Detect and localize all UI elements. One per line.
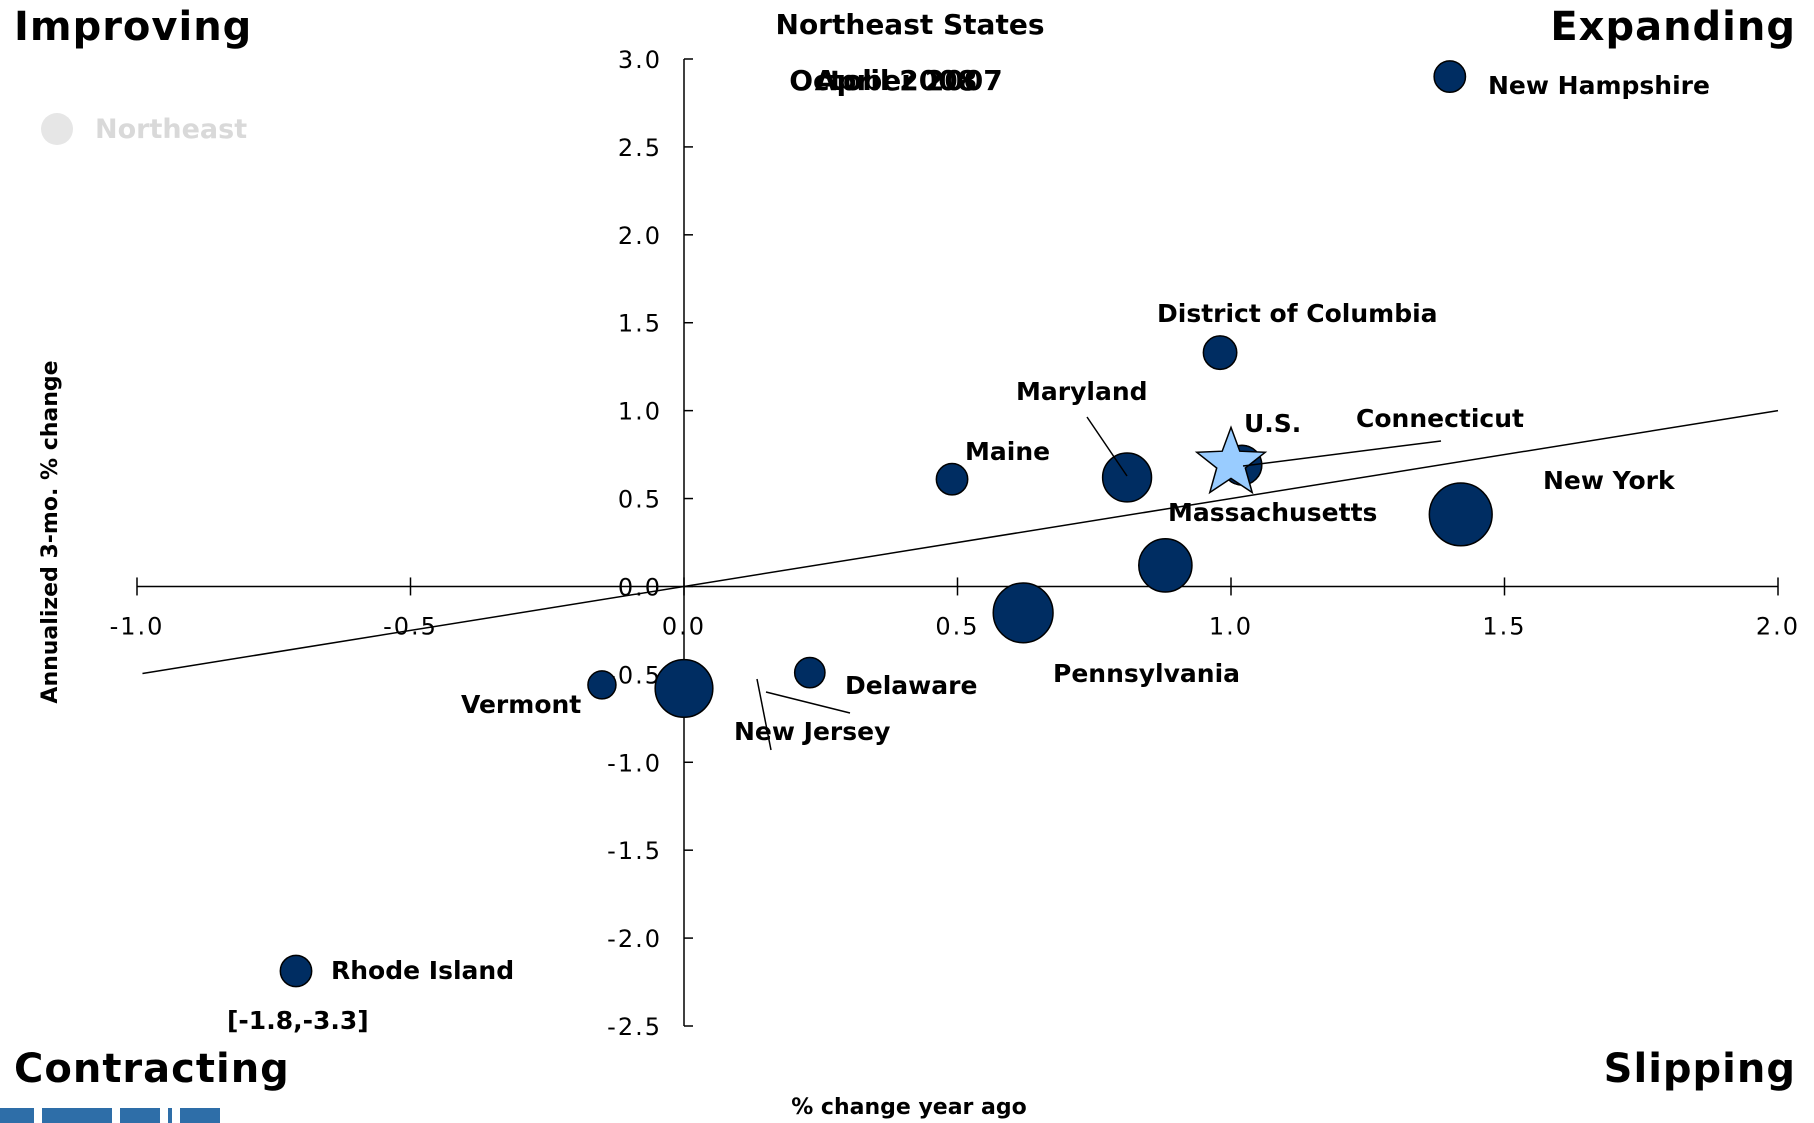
bubble-pennsylvania <box>1138 538 1193 593</box>
y-tick-label: -1.0 <box>607 749 662 777</box>
label-pennsylvania: Pennsylvania <box>1053 659 1240 688</box>
label-maryland: Maryland <box>1016 377 1148 406</box>
chart-title: Northeast States <box>776 8 1045 41</box>
axes: -1.0 -0.5 0.0 0.5 1.0 1.5 2.0 3.0 2.5 2.0 1.5 1.0 0.… <box>110 46 1800 1041</box>
reference-line <box>142 409 1779 675</box>
label-rhode-island: Rhode Island <box>331 956 514 985</box>
bubble-delaware <box>793 656 826 689</box>
chart-subtitle-april: April 2008 <box>815 64 977 97</box>
bubble-new-hampshire <box>1433 60 1467 94</box>
bubble-vermont <box>587 670 617 700</box>
x-tick-label: 0.0 <box>662 612 706 640</box>
bubble-maryland <box>1101 452 1153 503</box>
leader-maryland <box>1086 416 1128 477</box>
y-tick-label: 2.0 <box>618 222 662 250</box>
quadrant-expanding: Expanding <box>1550 4 1796 50</box>
label-new-york: New York <box>1543 466 1676 495</box>
x-tick-label: 1.0 <box>1209 612 1253 640</box>
x-tick-label: 2.0 <box>1756 612 1800 640</box>
label-massachusetts: Massachusetts <box>1168 498 1377 527</box>
logo-mark <box>0 1108 34 1123</box>
x-tick-label: 0.5 <box>935 612 979 640</box>
quadrant-slipping: Slipping <box>1604 1046 1796 1092</box>
x-tick-label: -1.0 <box>110 612 165 640</box>
x-tick-label: -0.5 <box>383 612 438 640</box>
y-tick-label: 2.5 <box>618 134 662 162</box>
y-axis-title: Annualized 3-mo. % change <box>38 360 63 703</box>
label-new-hampshire: New Hampshire <box>1488 71 1710 100</box>
y-tick-label: -1.5 <box>607 837 662 865</box>
bubble-new-york <box>1428 482 1493 547</box>
logo-text <box>180 1108 220 1123</box>
legend-marker <box>41 113 73 145</box>
y-tick-label: -2.0 <box>607 925 662 953</box>
y-tick-label: 0.5 <box>618 486 662 514</box>
label-district-of-columbia: District of Columbia <box>1157 299 1438 328</box>
reference-line-path <box>142 409 1779 675</box>
bubble-rhode-island <box>279 954 313 988</box>
label-off-scale-note: [-1.8,-3.3] <box>227 1006 369 1035</box>
bubble-maine <box>935 462 969 496</box>
label-maine: Maine <box>965 437 1050 466</box>
bubble-district-of-columbia <box>1202 335 1238 371</box>
label-connecticut: Connecticut <box>1356 404 1524 433</box>
leader-new-jersey-a <box>756 678 772 751</box>
label-delaware: Delaware <box>845 671 977 700</box>
y-tick-label: -2.5 <box>607 1013 662 1041</box>
logo-divider <box>168 1108 172 1123</box>
y-tick-label: 1.0 <box>618 398 662 426</box>
x-tick-label: 1.5 <box>1482 612 1526 640</box>
logo-text <box>120 1108 160 1123</box>
y-tick-label: 0.0 <box>618 573 662 601</box>
y-tick-label: 1.5 <box>618 310 662 338</box>
bubble-new-jersey <box>654 658 714 719</box>
legend-label: Northeast <box>95 114 247 145</box>
leader-connecticut <box>1242 440 1442 467</box>
bubbles <box>279 60 1493 988</box>
benchmark-star-us <box>1194 425 1268 495</box>
quadrant-improving: Improving <box>14 4 252 50</box>
logo-text <box>42 1108 112 1123</box>
x-axis-title: % change year ago <box>791 1095 1027 1120</box>
bubble-pennsylvania <box>992 582 1054 644</box>
label-us: U.S. <box>1244 409 1301 438</box>
label-vermont: Vermont <box>461 690 581 719</box>
y-tick-label: 3.0 <box>618 46 662 74</box>
footer-logo <box>0 1108 320 1123</box>
leader-new-jersey-b <box>765 691 851 714</box>
label-new-jersey: New Jersey <box>734 717 890 746</box>
quadrant-contracting: Contracting <box>14 1046 290 1092</box>
chart-subtitle-october: October 2007 <box>789 64 1003 97</box>
